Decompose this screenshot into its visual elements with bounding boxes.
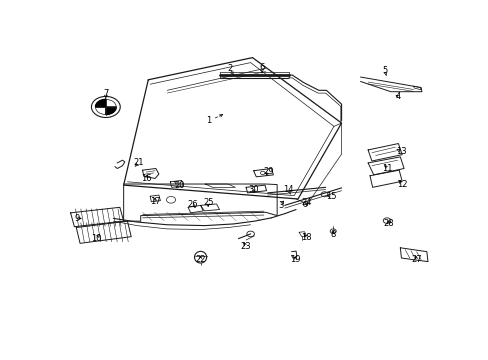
Text: 3: 3	[278, 201, 283, 210]
Text: 24: 24	[301, 198, 311, 207]
Text: 14: 14	[283, 185, 293, 194]
Text: 12: 12	[396, 180, 407, 189]
Text: 20: 20	[174, 181, 184, 190]
Text: 21: 21	[133, 158, 144, 167]
Text: 22: 22	[195, 256, 205, 265]
Text: 16: 16	[141, 174, 151, 183]
Polygon shape	[105, 107, 116, 114]
Text: 29: 29	[263, 167, 273, 176]
Text: 8: 8	[330, 230, 335, 239]
Text: 30: 30	[248, 185, 259, 194]
Text: 11: 11	[382, 164, 392, 173]
Text: 13: 13	[395, 147, 406, 156]
Text: 28: 28	[383, 220, 393, 229]
Text: 5: 5	[382, 66, 387, 75]
Text: 15: 15	[325, 192, 336, 201]
Text: 19: 19	[289, 256, 300, 265]
Text: 1: 1	[206, 116, 211, 125]
Text: 18: 18	[301, 233, 311, 242]
Text: 26: 26	[187, 200, 198, 209]
Polygon shape	[95, 99, 105, 107]
Text: 23: 23	[240, 242, 251, 251]
Text: 4: 4	[395, 92, 400, 101]
Text: 10: 10	[91, 234, 101, 243]
Text: 27: 27	[410, 256, 421, 265]
Text: 6: 6	[259, 63, 264, 72]
Text: 7: 7	[103, 89, 108, 98]
Text: 9: 9	[74, 214, 80, 223]
Text: 25: 25	[203, 198, 213, 207]
Text: 17: 17	[149, 197, 160, 206]
Text: 2: 2	[227, 64, 232, 73]
